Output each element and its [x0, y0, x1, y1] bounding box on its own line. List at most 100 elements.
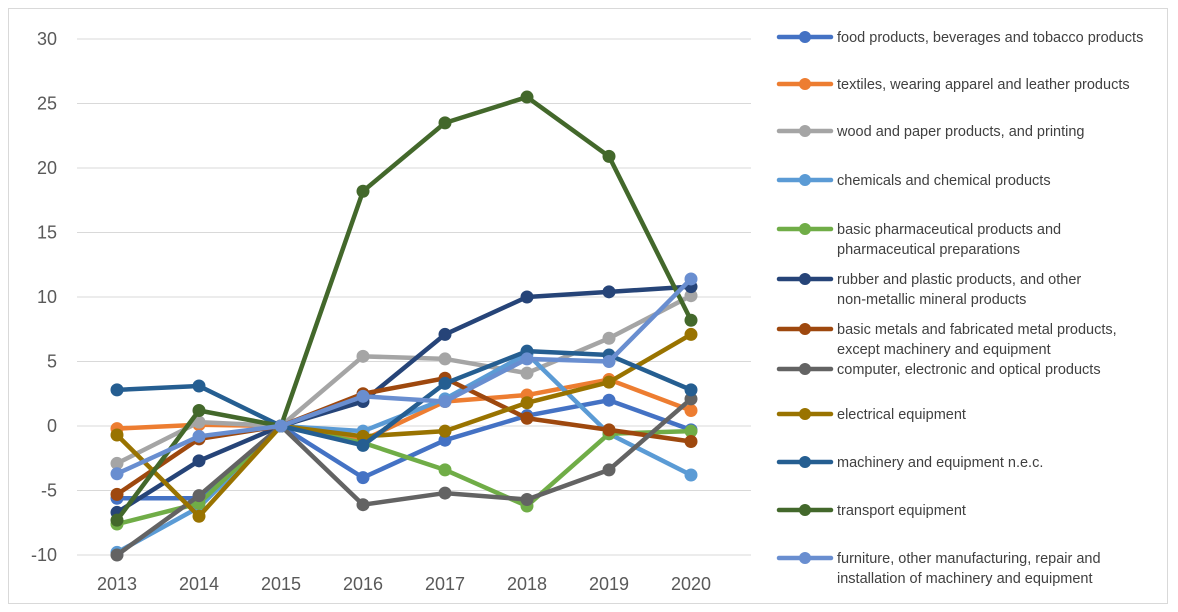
data-point [356, 438, 370, 452]
x-tick-label: 2013 [97, 574, 137, 594]
data-point [274, 419, 288, 433]
data-point [438, 376, 452, 390]
data-point [684, 392, 698, 406]
data-point [684, 404, 698, 418]
legend: food products, beverages and tobacco pro… [776, 30, 1143, 587]
data-point [602, 393, 616, 407]
data-point [438, 486, 452, 500]
legend-item: furniture, other manufacturing, repair a… [776, 551, 1101, 587]
series-line [114, 284, 694, 515]
data-point [192, 489, 206, 503]
y-tick-label: 10 [37, 287, 57, 307]
data-point [684, 468, 698, 482]
legend-item: textiles, wearing apparel and leather pr… [776, 77, 1130, 93]
data-point [438, 433, 452, 447]
legend-marker [799, 552, 811, 564]
data-point [110, 487, 124, 501]
data-point [438, 116, 452, 130]
series-line [114, 332, 694, 519]
data-point [520, 493, 534, 507]
data-point [192, 379, 206, 393]
data-point [684, 272, 698, 286]
data-point [602, 331, 616, 345]
legend-label: furniture, other manufacturing, repair a… [837, 551, 1101, 587]
legend-marker [799, 323, 811, 335]
y-tick-label: 25 [37, 94, 57, 114]
data-point [192, 429, 206, 443]
series-line [114, 348, 694, 448]
data-point [192, 509, 206, 523]
series-line [114, 276, 694, 476]
legend-marker [799, 456, 811, 468]
legend-label: basic pharmaceutical products and pharmac… [837, 222, 1061, 258]
y-tick-label: 5 [47, 352, 57, 372]
data-point [602, 285, 616, 299]
legend-item: electrical equipment [776, 407, 966, 423]
data-point [684, 383, 698, 397]
legend-marker [799, 174, 811, 186]
y-tick-label: 0 [47, 416, 57, 436]
data-point [110, 513, 124, 527]
x-tick-label: 2015 [261, 574, 301, 594]
y-tick-label: 15 [37, 223, 57, 243]
series-line [114, 94, 694, 523]
legend-item: transport equipment [776, 503, 966, 519]
data-point [356, 429, 370, 443]
series-11 [110, 272, 698, 481]
data-point [438, 424, 452, 438]
data-point [602, 423, 616, 437]
y-tick-label: -5 [41, 481, 57, 501]
legend-label: machinery and equipment n.e.c. [837, 455, 1043, 471]
y-tick-label: -10 [31, 545, 57, 565]
series-lines [110, 90, 698, 562]
series-line [114, 396, 694, 558]
data-point [438, 463, 452, 477]
data-point [356, 471, 370, 485]
legend-item: food products, beverages and tobacco pro… [776, 30, 1143, 46]
legend-label: computer, electronic and optical product… [837, 362, 1101, 378]
series-line [114, 423, 694, 527]
series-10 [110, 90, 698, 527]
chart-frame: -10 -5 0 5 10 15 20 25 30 2013 2014 2015 2016 2017 20… [8, 8, 1168, 604]
data-point [110, 456, 124, 470]
series-line [114, 293, 694, 466]
data-point [192, 415, 206, 429]
data-point [602, 355, 616, 368]
data-point [110, 428, 124, 442]
data-point [684, 434, 698, 448]
data-point [684, 289, 698, 303]
gridlines [77, 38, 751, 556]
data-point [192, 454, 206, 468]
legend-label: basic metals and fabricated metal produc… [837, 322, 1117, 358]
data-point [356, 184, 370, 198]
data-point [520, 411, 534, 425]
legend-item: machinery and equipment n.e.c. [776, 455, 1043, 471]
x-tick-label: 2014 [179, 574, 219, 594]
data-point [356, 349, 370, 363]
legend-label: wood and paper products, and printing [836, 124, 1084, 140]
data-point [602, 149, 616, 163]
data-point [520, 90, 534, 104]
legend-marker [799, 363, 811, 375]
x-axis-tick-labels: 2013 2014 2015 2016 2017 2018 2019 2020 [97, 574, 711, 594]
data-point [356, 389, 370, 403]
legend-label: rubber and plastic products, and other no… [837, 272, 1081, 308]
data-point [520, 290, 534, 304]
x-tick-label: 2016 [343, 574, 383, 594]
legend-marker [799, 31, 811, 43]
data-point [110, 548, 124, 562]
y-axis-tick-labels: -10 -5 0 5 10 15 20 25 30 [31, 29, 57, 565]
y-tick-label: 20 [37, 158, 57, 178]
data-point [684, 424, 698, 438]
series-2 [110, 289, 698, 470]
legend-marker [799, 408, 811, 420]
x-tick-label: 2020 [671, 574, 711, 594]
legend-marker [799, 504, 811, 516]
legend-item: chemicals and chemical products [776, 173, 1051, 189]
legend-item: computer, electronic and optical product… [776, 362, 1101, 378]
data-point [438, 352, 452, 366]
data-point [602, 463, 616, 477]
data-point [192, 404, 206, 418]
x-tick-label: 2017 [425, 574, 465, 594]
